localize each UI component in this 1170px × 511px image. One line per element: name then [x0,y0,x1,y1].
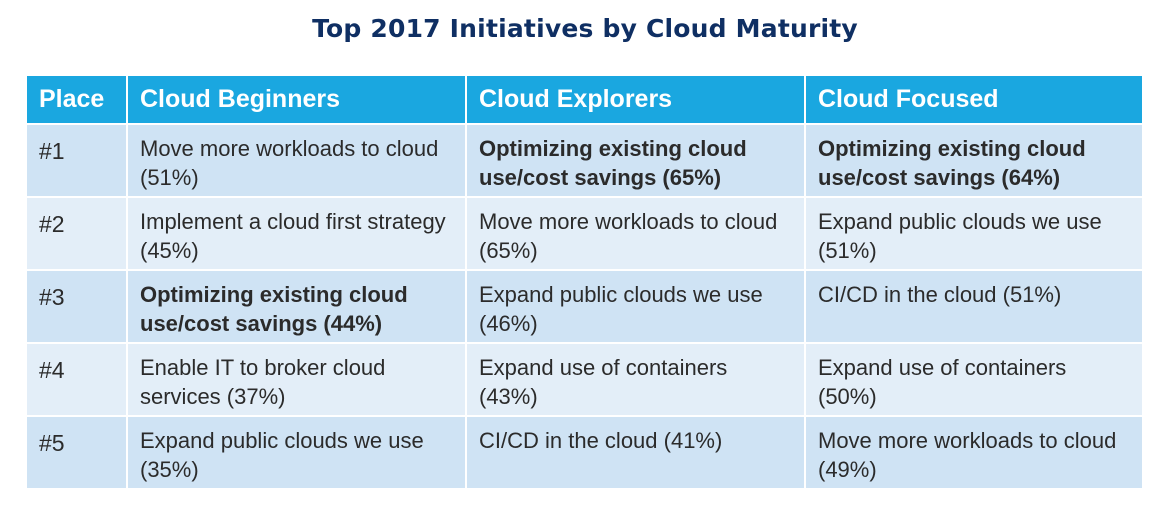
beginners-cell: Implement a cloud first strategy (45%) [126,196,467,271]
table-title: Top 2017 Initiatives by Cloud Maturity [312,14,858,43]
explorers-cell: CI/CD in the cloud (41%) [465,415,806,490]
focused-cell: Expand public clouds we use (51%) [804,196,1144,271]
column-header-place: Place [25,74,128,125]
place-cell: #3 [25,269,128,344]
focused-cell: Optimizing existing cloud use/cost savin… [804,123,1144,198]
focused-cell: Expand use of containers (50%) [804,342,1144,417]
beginners-cell: Optimizing existing cloud use/cost savin… [126,269,467,344]
initiatives-table: Place Cloud Beginners Cloud Explorers Cl… [25,74,1144,490]
explorers-cell: Optimizing existing cloud use/cost savin… [465,123,806,198]
explorers-cell: Move more workloads to cloud (65%) [465,196,806,271]
place-cell: #2 [25,196,128,271]
column-header-cloud-explorers: Cloud Explorers [465,74,806,125]
place-cell: #5 [25,415,128,490]
place-cell: #1 [25,123,128,198]
table-row: #4 Enable IT to broker cloud services (3… [25,342,1144,417]
table-row: #1 Move more workloads to cloud (51%) Op… [25,123,1144,198]
column-header-cloud-beginners: Cloud Beginners [126,74,467,125]
place-cell: #4 [25,342,128,417]
table-row: #3 Optimizing existing cloud use/cost sa… [25,269,1144,344]
column-header-cloud-focused: Cloud Focused [804,74,1144,125]
explorers-cell: Expand public clouds we use (46%) [465,269,806,344]
focused-cell: CI/CD in the cloud (51%) [804,269,1144,344]
explorers-cell: Expand use of containers (43%) [465,342,806,417]
beginners-cell: Expand public clouds we use (35%) [126,415,467,490]
beginners-cell: Move more workloads to cloud (51%) [126,123,467,198]
header-row: Place Cloud Beginners Cloud Explorers Cl… [25,74,1144,125]
table-row: #5 Expand public clouds we use (35%) CI/… [25,415,1144,490]
focused-cell: Move more workloads to cloud (49%) [804,415,1144,490]
beginners-cell: Enable IT to broker cloud services (37%) [126,342,467,417]
table-row: #2 Implement a cloud first strategy (45%… [25,196,1144,271]
